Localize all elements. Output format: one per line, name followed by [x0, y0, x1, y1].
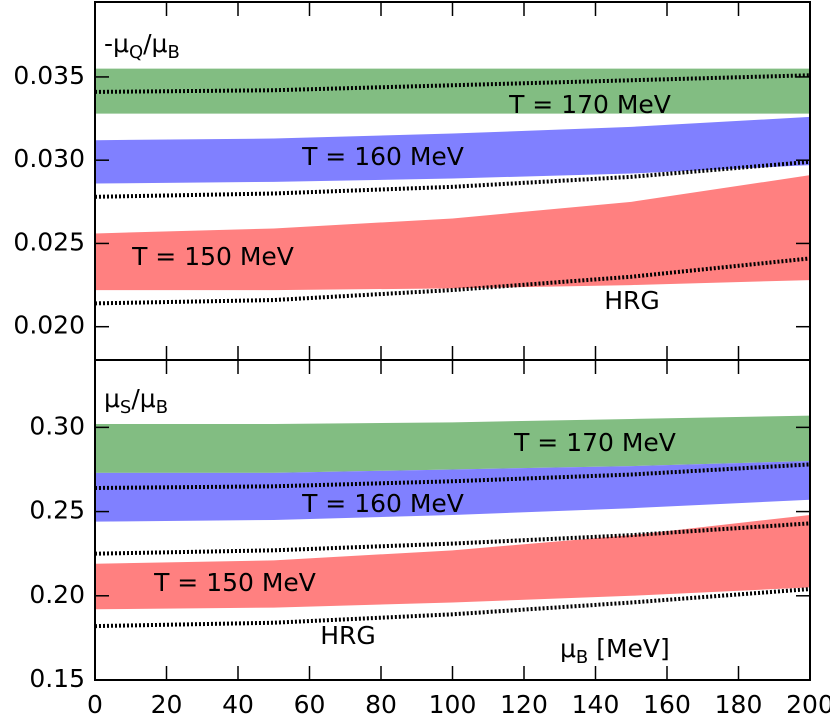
y-axis-title-part: -μ	[104, 29, 129, 58]
x-axis-title: μB [MeV]	[560, 634, 670, 668]
x-tick-label: 80	[365, 690, 397, 719]
hrg-line	[94, 521, 811, 556]
y-axis-title-part: B	[156, 397, 168, 418]
y-axis-title-part: /μ	[131, 384, 155, 413]
x-tick-label: 60	[294, 690, 326, 719]
hrg-line	[94, 587, 811, 629]
band-label: T = 170 MeV	[513, 428, 676, 457]
y-tick-label: 0.030	[13, 144, 85, 173]
hrg-line	[94, 462, 811, 490]
band-label: T = 150 MeV	[153, 568, 316, 597]
x-tick-label: 200	[786, 690, 830, 719]
y-tick-label: 0.30	[29, 411, 85, 440]
hrg-line	[94, 73, 811, 94]
x-tick-label: 100	[429, 690, 477, 719]
y-axis-title: -μQ/μB	[104, 29, 180, 63]
band-label: T = 170 MeV	[508, 90, 671, 119]
y-tick-label: 0.15	[29, 664, 85, 693]
band	[95, 175, 810, 291]
x-tick-label: 120	[500, 690, 548, 719]
y-tick-label: 0.020	[13, 311, 85, 340]
band	[95, 68, 810, 114]
hrg-label: HRG	[604, 286, 660, 315]
band	[95, 116, 810, 184]
y-axis-title-part: Q	[129, 42, 143, 63]
plot-frame	[94, 359, 811, 681]
y-tick-label: 0.035	[13, 61, 85, 90]
x-tick-label: 160	[643, 690, 691, 719]
x-tick-label: 40	[222, 690, 254, 719]
hrg-line	[94, 159, 811, 199]
y-axis-title: μS/μB	[104, 384, 168, 418]
band	[95, 514, 810, 610]
x-tick-label: 180	[715, 690, 763, 719]
x-tick-label: 140	[572, 690, 620, 719]
x-axis-title-part: [MeV]	[588, 634, 670, 663]
y-axis-title-part: /μ	[143, 29, 167, 58]
y-axis-title-part: B	[167, 42, 179, 63]
y-tick-label: 0.20	[29, 580, 85, 609]
x-tick-label: 20	[151, 690, 183, 719]
y-axis-title-part: μ	[104, 384, 120, 413]
x-axis-title-part: μ	[560, 634, 576, 663]
x-axis-title-part: B	[576, 647, 588, 668]
band	[95, 415, 810, 473]
y-tick-label: 0.025	[13, 227, 85, 256]
y-axis-title-part: S	[120, 397, 131, 418]
hrg-label: HRG	[320, 621, 376, 650]
band-label: T = 160 MeV	[301, 489, 464, 518]
y-tick-label: 0.25	[29, 496, 85, 525]
hrg-line	[94, 256, 811, 306]
band-label: T = 160 MeV	[301, 142, 464, 171]
x-tick-label: 0	[87, 690, 103, 719]
band-label: T = 150 MeV	[131, 242, 294, 271]
